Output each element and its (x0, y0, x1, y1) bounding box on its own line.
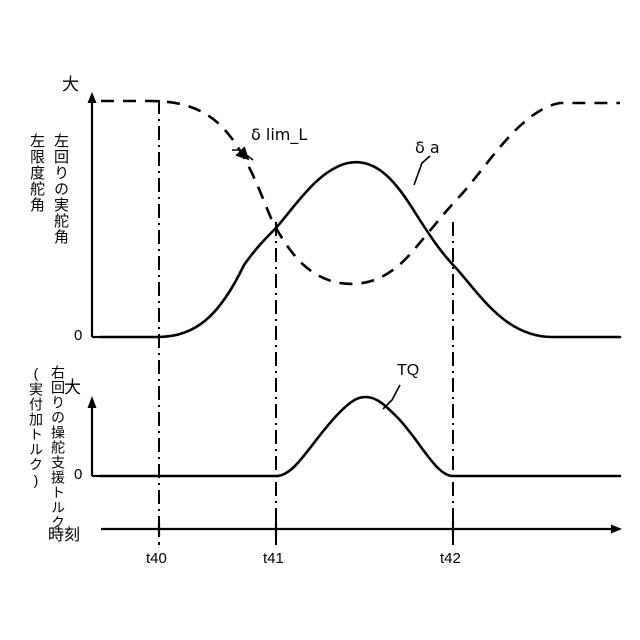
annotation-delta-lim-L: δ lim_L (251, 125, 308, 144)
curve-delta-a (99, 160, 622, 339)
lower-chart-curves (99, 384, 622, 478)
leader-delta-a (413, 155, 431, 186)
lower-y-axis-label-line-1: 右回りの操舵支援トルク (50, 365, 66, 530)
vertical-markers (158, 100, 454, 545)
time-axis-label: 時刻 (48, 527, 81, 544)
lower-y-axis-top-label: 大 (64, 378, 81, 397)
lower-chart-axes (87, 396, 102, 478)
leader-TQ (382, 384, 401, 410)
annotation-TQ: TQ (397, 362, 420, 379)
curve-TQ (99, 395, 622, 478)
time-tick-label-t42: t42 (440, 550, 461, 567)
upper-chart-axes (87, 92, 102, 339)
time-tick-label-t40: t40 (146, 550, 167, 567)
time-axis (101, 522, 622, 536)
lower-y-axis-zero-label: 0 (74, 466, 83, 483)
upper-y-axis-label: 左回りの実舵角 左限度舵角 (26, 133, 71, 245)
upper-y-axis-arrowhead (87, 92, 97, 103)
upper-y-axis-top-label: 大 (62, 75, 79, 94)
lower-y-axis-label: 右回りの操舵支援トルク (実付加トルク) (26, 365, 68, 530)
annotation-delta-a: δ a (415, 138, 440, 157)
upper-chart-curves (99, 99, 622, 339)
upper-chart-leaders (232, 146, 431, 186)
leader-delta-lim-L-arrow (235, 146, 250, 161)
upper-y-axis-zero-label: 0 (74, 327, 83, 344)
upper-y-axis-label-line-1: 左回りの実舵角 (52, 133, 69, 245)
curve-delta-lim-L (101, 99, 620, 286)
time-axis-arrowhead (611, 524, 622, 534)
upper-y-axis-label-line-2: 左限度舵角 (28, 133, 45, 213)
time-tick-label-t41: t41 (263, 550, 284, 567)
leader-delta-lim-L (232, 149, 254, 161)
lower-y-axis-arrowhead (87, 396, 97, 408)
lower-y-axis-label-line-2: (実付加トルク) (28, 365, 44, 489)
